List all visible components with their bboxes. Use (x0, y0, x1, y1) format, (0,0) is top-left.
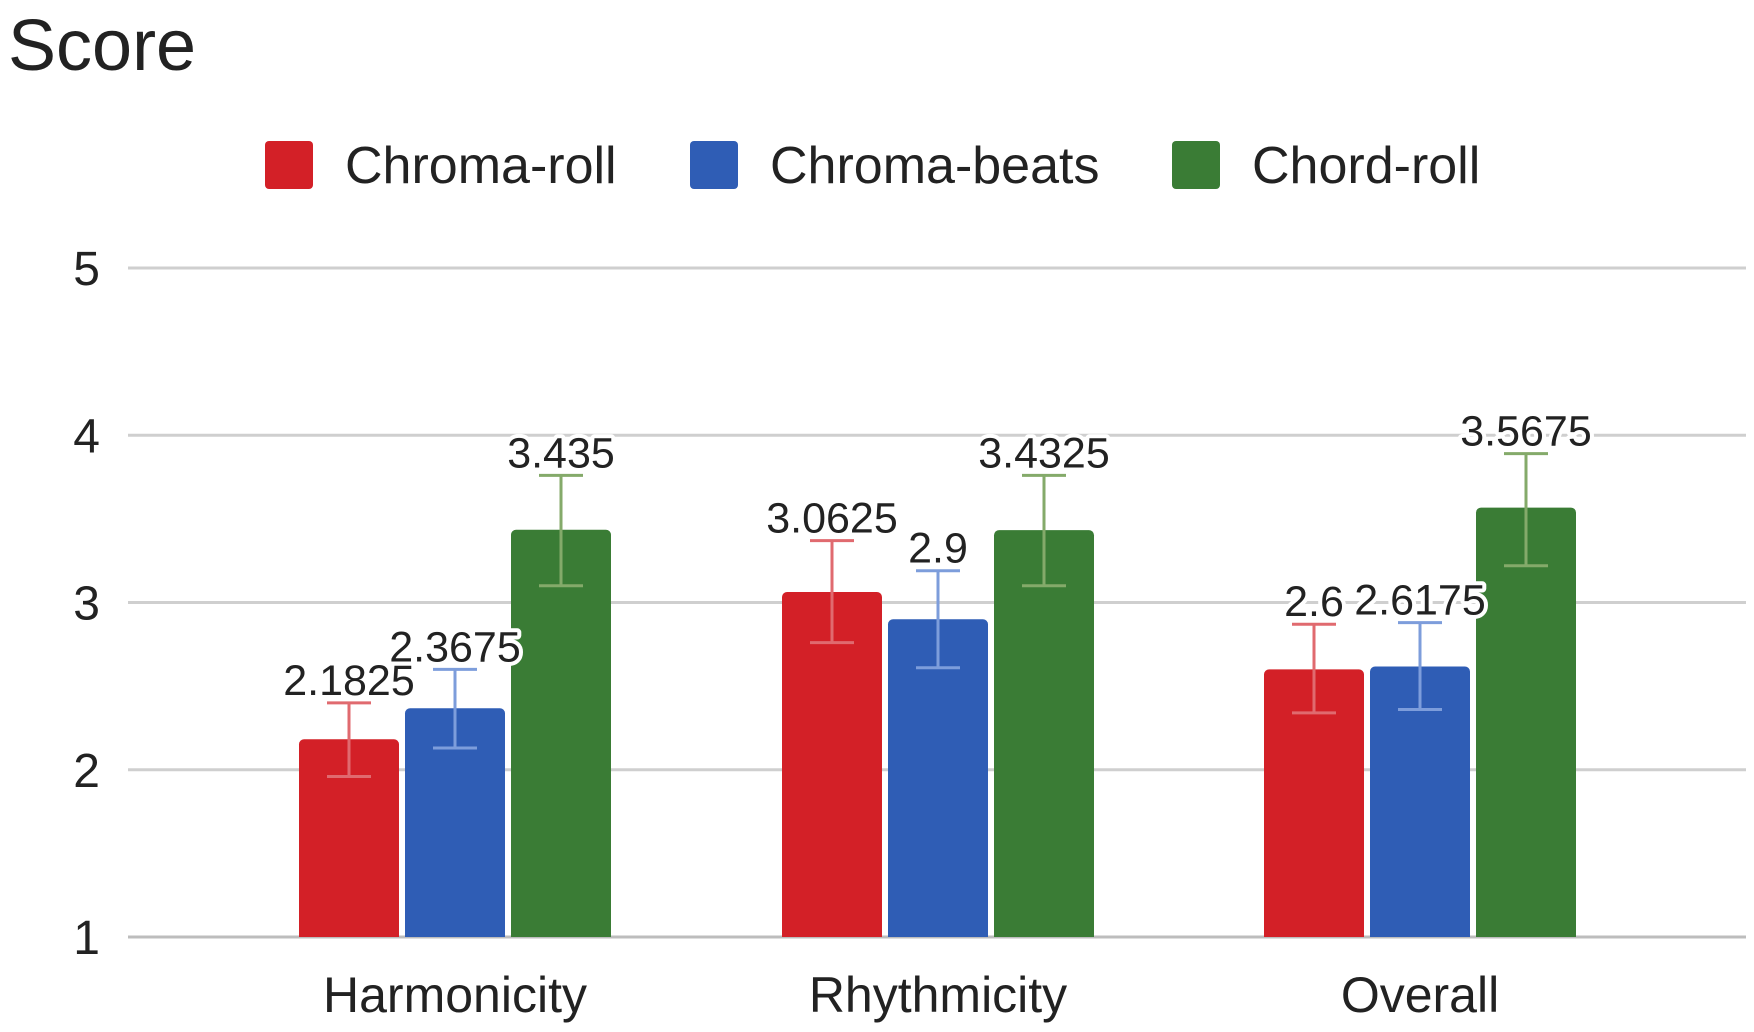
bar-rhythmicity-1 (888, 619, 988, 937)
legend-swatch-2 (1172, 141, 1220, 189)
bar-base-harmonicity-2 (511, 929, 611, 937)
bar-overall-1 (1370, 666, 1470, 937)
legend-swatch-0 (265, 141, 313, 189)
legend-swatch-1 (690, 141, 738, 189)
bar-base-rhythmicity-2 (994, 929, 1094, 937)
bar-rhythmicity-2 (994, 530, 1094, 937)
bar-base-overall-1 (1370, 929, 1470, 937)
legend-label-1: Chroma-beats (770, 137, 1099, 195)
legend: Chroma-roll Chroma-beats Chord-roll (265, 137, 1480, 195)
bar-base-rhythmicity-1 (888, 929, 988, 937)
bar-harmonicity-1 (405, 708, 505, 937)
legend-label-0: Chroma-roll (345, 137, 617, 195)
data-label: 3.435 (507, 429, 615, 477)
x-category-label: Rhythmicity (809, 967, 1067, 1023)
y-tick-label: 1 (73, 912, 100, 965)
legend-label-2: Chord-roll (1252, 137, 1480, 195)
bars (299, 507, 1576, 937)
x-axis-categories: Harmonicity Rhythmicity Overall (323, 967, 1499, 1023)
x-category-label: Overall (1341, 967, 1499, 1023)
data-label: 2.6175 (1354, 577, 1486, 625)
y-tick-label: 5 (73, 243, 100, 296)
y-tick-label: 3 (73, 578, 100, 631)
data-label: 2.6 (1284, 578, 1344, 626)
bar-base-overall-0 (1264, 929, 1364, 937)
bar-overall-0 (1264, 669, 1364, 937)
y-axis-ticks: 1 2 3 4 5 (73, 243, 100, 965)
data-label: 2.3675 (389, 623, 521, 671)
bar-overall-2 (1476, 507, 1576, 937)
y-tick-label: 4 (73, 410, 100, 463)
data-label: 3.0625 (766, 495, 898, 543)
bar-base-overall-2 (1476, 929, 1576, 937)
data-label: 2.1825 (283, 657, 415, 705)
error-bars (327, 452, 1548, 778)
bar-harmonicity-2 (511, 529, 611, 937)
x-category-label: Harmonicity (323, 967, 587, 1023)
y-tick-label: 2 (73, 745, 100, 798)
bar-base-harmonicity-0 (299, 929, 399, 937)
bar-harmonicity-0 (299, 739, 399, 937)
bar-rhythmicity-0 (782, 592, 882, 937)
data-label: 3.4325 (978, 429, 1110, 477)
y-axis-title: Score (8, 6, 196, 86)
data-label: 2.9 (908, 525, 968, 573)
data-label: 3.5675 (1460, 408, 1592, 456)
bar-base-rhythmicity-0 (782, 929, 882, 937)
bar-base-harmonicity-1 (405, 929, 505, 937)
